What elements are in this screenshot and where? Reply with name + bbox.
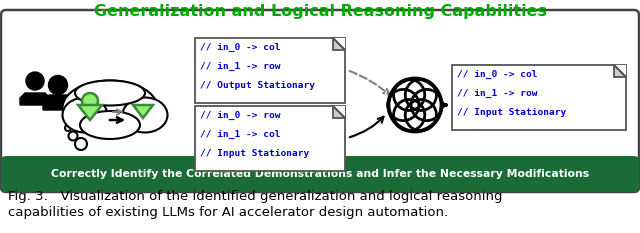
Ellipse shape [122, 97, 168, 133]
Polygon shape [43, 95, 73, 110]
Ellipse shape [80, 111, 140, 139]
Text: // in_0 -> col: // in_0 -> col [457, 70, 538, 79]
Circle shape [65, 125, 71, 131]
Text: // Input Stationary: // Input Stationary [200, 149, 309, 158]
Text: // Output Stationary: // Output Stationary [200, 81, 315, 90]
Polygon shape [333, 106, 345, 118]
Circle shape [82, 93, 98, 109]
Circle shape [388, 78, 442, 132]
Text: Correctly Identify the Correlated Demonstrations and Infer the Necessary Modific: Correctly Identify the Correlated Demons… [51, 169, 589, 179]
Text: Fig. 3.   Visualization of the identified generalization and logical reasoning: Fig. 3. Visualization of the identified … [8, 190, 502, 203]
Circle shape [68, 131, 77, 140]
FancyBboxPatch shape [1, 10, 639, 192]
Polygon shape [614, 65, 626, 77]
Text: capabilities of existing LLMs for AI accelerator design automation.: capabilities of existing LLMs for AI acc… [8, 206, 448, 219]
Bar [11, 161, 630, 173]
Polygon shape [20, 93, 50, 105]
Polygon shape [333, 106, 345, 118]
Text: Generalization and Logical Reasoning Capabilities: Generalization and Logical Reasoning Cap… [93, 4, 547, 19]
Text: // Input Stationary: // Input Stationary [457, 108, 566, 117]
Polygon shape [333, 38, 345, 50]
Text: // in_1 -> row: // in_1 -> row [200, 62, 280, 71]
Ellipse shape [63, 80, 157, 136]
Ellipse shape [63, 97, 108, 133]
FancyBboxPatch shape [1, 156, 639, 192]
Text: // in_0 -> row: // in_0 -> row [200, 111, 280, 120]
Polygon shape [614, 65, 626, 77]
Text: // in_1 -> row: // in_1 -> row [457, 89, 538, 98]
Circle shape [26, 72, 44, 90]
Circle shape [75, 138, 87, 150]
Polygon shape [133, 105, 153, 118]
Text: // in_0 -> col: // in_0 -> col [200, 43, 280, 52]
Bar [452, 65, 626, 130]
Bar [195, 106, 345, 171]
Text: // in_1 -> col: // in_1 -> col [200, 130, 280, 139]
Polygon shape [78, 105, 102, 120]
Ellipse shape [75, 80, 145, 106]
Bar [195, 38, 345, 103]
Polygon shape [333, 38, 345, 50]
Circle shape [49, 75, 67, 95]
